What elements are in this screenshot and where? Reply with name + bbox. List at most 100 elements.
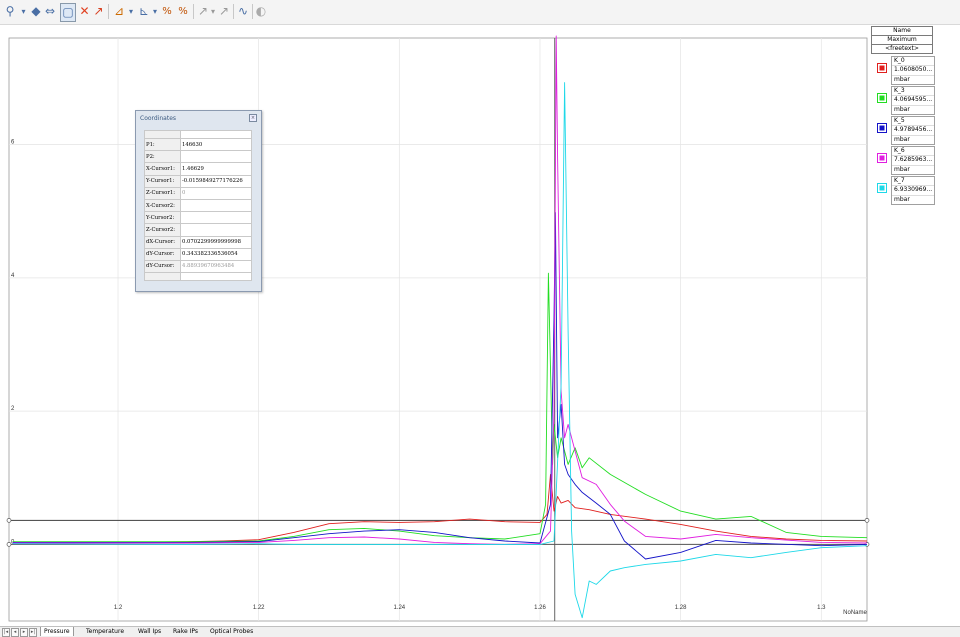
coordinate-key: X-Cursor2: xyxy=(144,198,181,213)
legend-series-name: K_5 xyxy=(894,117,905,124)
coordinate-value[interactable]: 1.46629 xyxy=(180,162,252,176)
coordinate-key: Y-Cursor1: xyxy=(144,174,181,188)
series-line-k-0 xyxy=(12,473,868,543)
legend-text-box: K_6 7.6285963... mbar xyxy=(891,146,935,175)
dropdown-arrow-icon[interactable]: ▾ xyxy=(210,7,215,16)
export-icon[interactable]: ◐ xyxy=(255,4,267,18)
coordinate-row: dY-Cursor: 0.343382336536054 xyxy=(144,247,252,261)
legend-color-swatch xyxy=(877,63,887,73)
cursor-mode-icon[interactable]: ↗ xyxy=(93,4,104,18)
tab-pressure[interactable]: Pressure xyxy=(40,627,74,636)
tab-temperature[interactable]: Temperature xyxy=(86,628,125,635)
coordinate-value[interactable] xyxy=(180,223,252,237)
dropdown-arrow-icon[interactable]: ▾ xyxy=(128,7,133,16)
legend-entry[interactable]: K_6 7.6285963... mbar xyxy=(871,146,935,175)
series-line-k-7 xyxy=(12,82,868,619)
coordinate-row: dY-Cursor: 4.88939670963484 xyxy=(144,259,252,274)
cursor-handle[interactable] xyxy=(6,542,12,547)
coordinate-value[interactable] xyxy=(180,198,252,213)
legend-text-box: K_5 4.9789456... mbar xyxy=(891,116,935,145)
y-tick-label: 6 xyxy=(11,140,15,146)
coordinate-value[interactable]: -0.0159849277176226 xyxy=(180,174,252,188)
smooth-icon[interactable]: ∿ xyxy=(237,4,249,18)
tab-optical-probes[interactable]: Optical Probes xyxy=(210,628,254,635)
coordinate-value[interactable]: 0.343382336536054 xyxy=(180,247,252,261)
legend-header-freetext: <freetext> xyxy=(871,45,933,54)
axis-settings-icon[interactable]: ⊿ xyxy=(113,4,125,18)
coordinate-row: dX-Cursor: 0.0702299999999998 xyxy=(144,235,252,249)
x-axis-label: NoName xyxy=(843,610,867,616)
legend-entry[interactable]: K_3 4.0694595... mbar xyxy=(871,86,935,115)
legend-entry[interactable]: K_0 1.0608050... mbar xyxy=(871,56,935,85)
fit-icon[interactable]: % xyxy=(178,6,188,17)
tab-wall-ips[interactable]: Wall Ips xyxy=(138,628,162,635)
series-lines xyxy=(12,35,868,619)
legend-series-unit: mbar xyxy=(894,196,910,203)
legend-series-maximum: 7.6285963... xyxy=(892,155,934,166)
coordinate-row: P2: xyxy=(144,150,252,164)
series-line-k-6 xyxy=(12,35,868,545)
legend-color-swatch xyxy=(877,153,887,163)
legend-color-swatch xyxy=(877,123,887,133)
legend-entry[interactable]: K_7 6.9330969... mbar xyxy=(871,176,935,205)
scale-x-icon[interactable]: ⊾ xyxy=(138,4,150,18)
coordinate-key: Z-Cursor1: xyxy=(144,186,181,200)
x-tick-labels: 1.2 1.22 1.24 1.26 1.28 1.3 xyxy=(114,605,826,611)
coordinate-key: Y-Cursor2: xyxy=(144,211,181,225)
legend-color-swatch xyxy=(877,93,887,103)
coordinate-value[interactable] xyxy=(180,150,252,164)
coordinate-key: P1: xyxy=(144,137,181,152)
dropdown-arrow-icon[interactable]: ▾ xyxy=(21,7,26,16)
legend-text-box: K_7 6.9330969... mbar xyxy=(891,176,935,205)
coordinate-row: X-Cursor2: xyxy=(144,198,252,213)
legend-text-box: K_0 1.0608050... mbar xyxy=(891,56,935,85)
legend-header-name: Name xyxy=(871,26,933,36)
x-tick-label: 1.28 xyxy=(675,605,687,611)
legend-series-maximum: 1.0608050... xyxy=(892,65,934,76)
scale-y-icon[interactable]: % xyxy=(162,6,172,17)
tab-rake-ips[interactable]: Rake IPs xyxy=(173,628,198,635)
pressure-chart[interactable]: 0 2 4 6 1.2 1.22 1.24 1.26 1.28 1.3 NoName xyxy=(0,24,870,626)
legend-color-swatch xyxy=(877,183,887,193)
coordinate-key: dY-Cursor: xyxy=(144,247,181,261)
legend-entry[interactable]: K_5 4.9789456... mbar xyxy=(871,116,935,145)
coordinates-table: P1: 146630 P2: X-Cursor1: 1.46629 Y-Cursor1: -… xyxy=(144,130,252,282)
marker-icon[interactable]: ↗ xyxy=(197,4,209,18)
arrow-right-icon[interactable]: ⇔ xyxy=(44,4,56,18)
legend-series-unit: mbar xyxy=(894,106,910,113)
coordinate-row: Z-Cursor1: 0 xyxy=(144,186,252,200)
coordinate-key: X-Cursor1: xyxy=(144,162,181,176)
legend-series-name: K_0 xyxy=(894,57,905,64)
arrow-left-icon[interactable]: ◆ xyxy=(31,4,41,18)
coordinate-value[interactable]: 0.0702299999999998 xyxy=(180,235,252,249)
dropdown-arrow-icon[interactable]: ▾ xyxy=(152,7,157,16)
coordinate-value[interactable]: 4.88939670963484 xyxy=(180,259,252,274)
legend-series-name: K_7 xyxy=(894,177,905,184)
legend-series-unit: mbar xyxy=(894,136,910,143)
zoom-box-icon[interactable]: ▢ xyxy=(60,3,76,22)
zoom-tool-icon[interactable]: ⚲ xyxy=(5,4,15,18)
coordinate-row: Z-Cursor2: xyxy=(144,223,252,237)
coordinate-value[interactable] xyxy=(180,211,252,225)
coordinate-row: P1: 146630 xyxy=(144,137,252,152)
legend-series-maximum: 4.9789456... xyxy=(892,125,934,136)
legend-header-maximum: Maximum xyxy=(871,36,933,45)
marker-add-icon[interactable]: ↗ xyxy=(218,4,230,18)
delete-cursor-icon[interactable]: ✕ xyxy=(79,4,90,18)
coordinate-value[interactable]: 146630 xyxy=(180,137,252,152)
legend-series-unit: mbar xyxy=(894,166,910,173)
cursor-handle[interactable] xyxy=(864,518,870,523)
coordinate-key: dX-Cursor: xyxy=(144,235,181,249)
coordinate-row: Y-Cursor2: xyxy=(144,211,252,225)
x-tick-label: 1.26 xyxy=(534,605,546,611)
coordinate-key: Z-Cursor2: xyxy=(144,223,181,237)
legend-series-unit: mbar xyxy=(894,76,910,83)
legend-panel: Name Maximum <freetext> K_0 1.0608050... m… xyxy=(871,26,935,205)
legend-series-name: K_3 xyxy=(894,87,905,94)
sheet-tab-bar: |◂ ◂ ▸ ▸| Pressure Temperature Wall Ips … xyxy=(0,626,960,637)
coordinate-row: Y-Cursor1: -0.0159849277176226 xyxy=(144,174,252,188)
coordinate-value[interactable]: 0 xyxy=(180,186,252,200)
close-icon[interactable]: × xyxy=(249,114,257,122)
coordinates-window[interactable]: Coordinates × P1: 146630 P2: X-Cursor1: 1.46… xyxy=(135,110,262,292)
cursor-handle[interactable] xyxy=(6,518,12,523)
